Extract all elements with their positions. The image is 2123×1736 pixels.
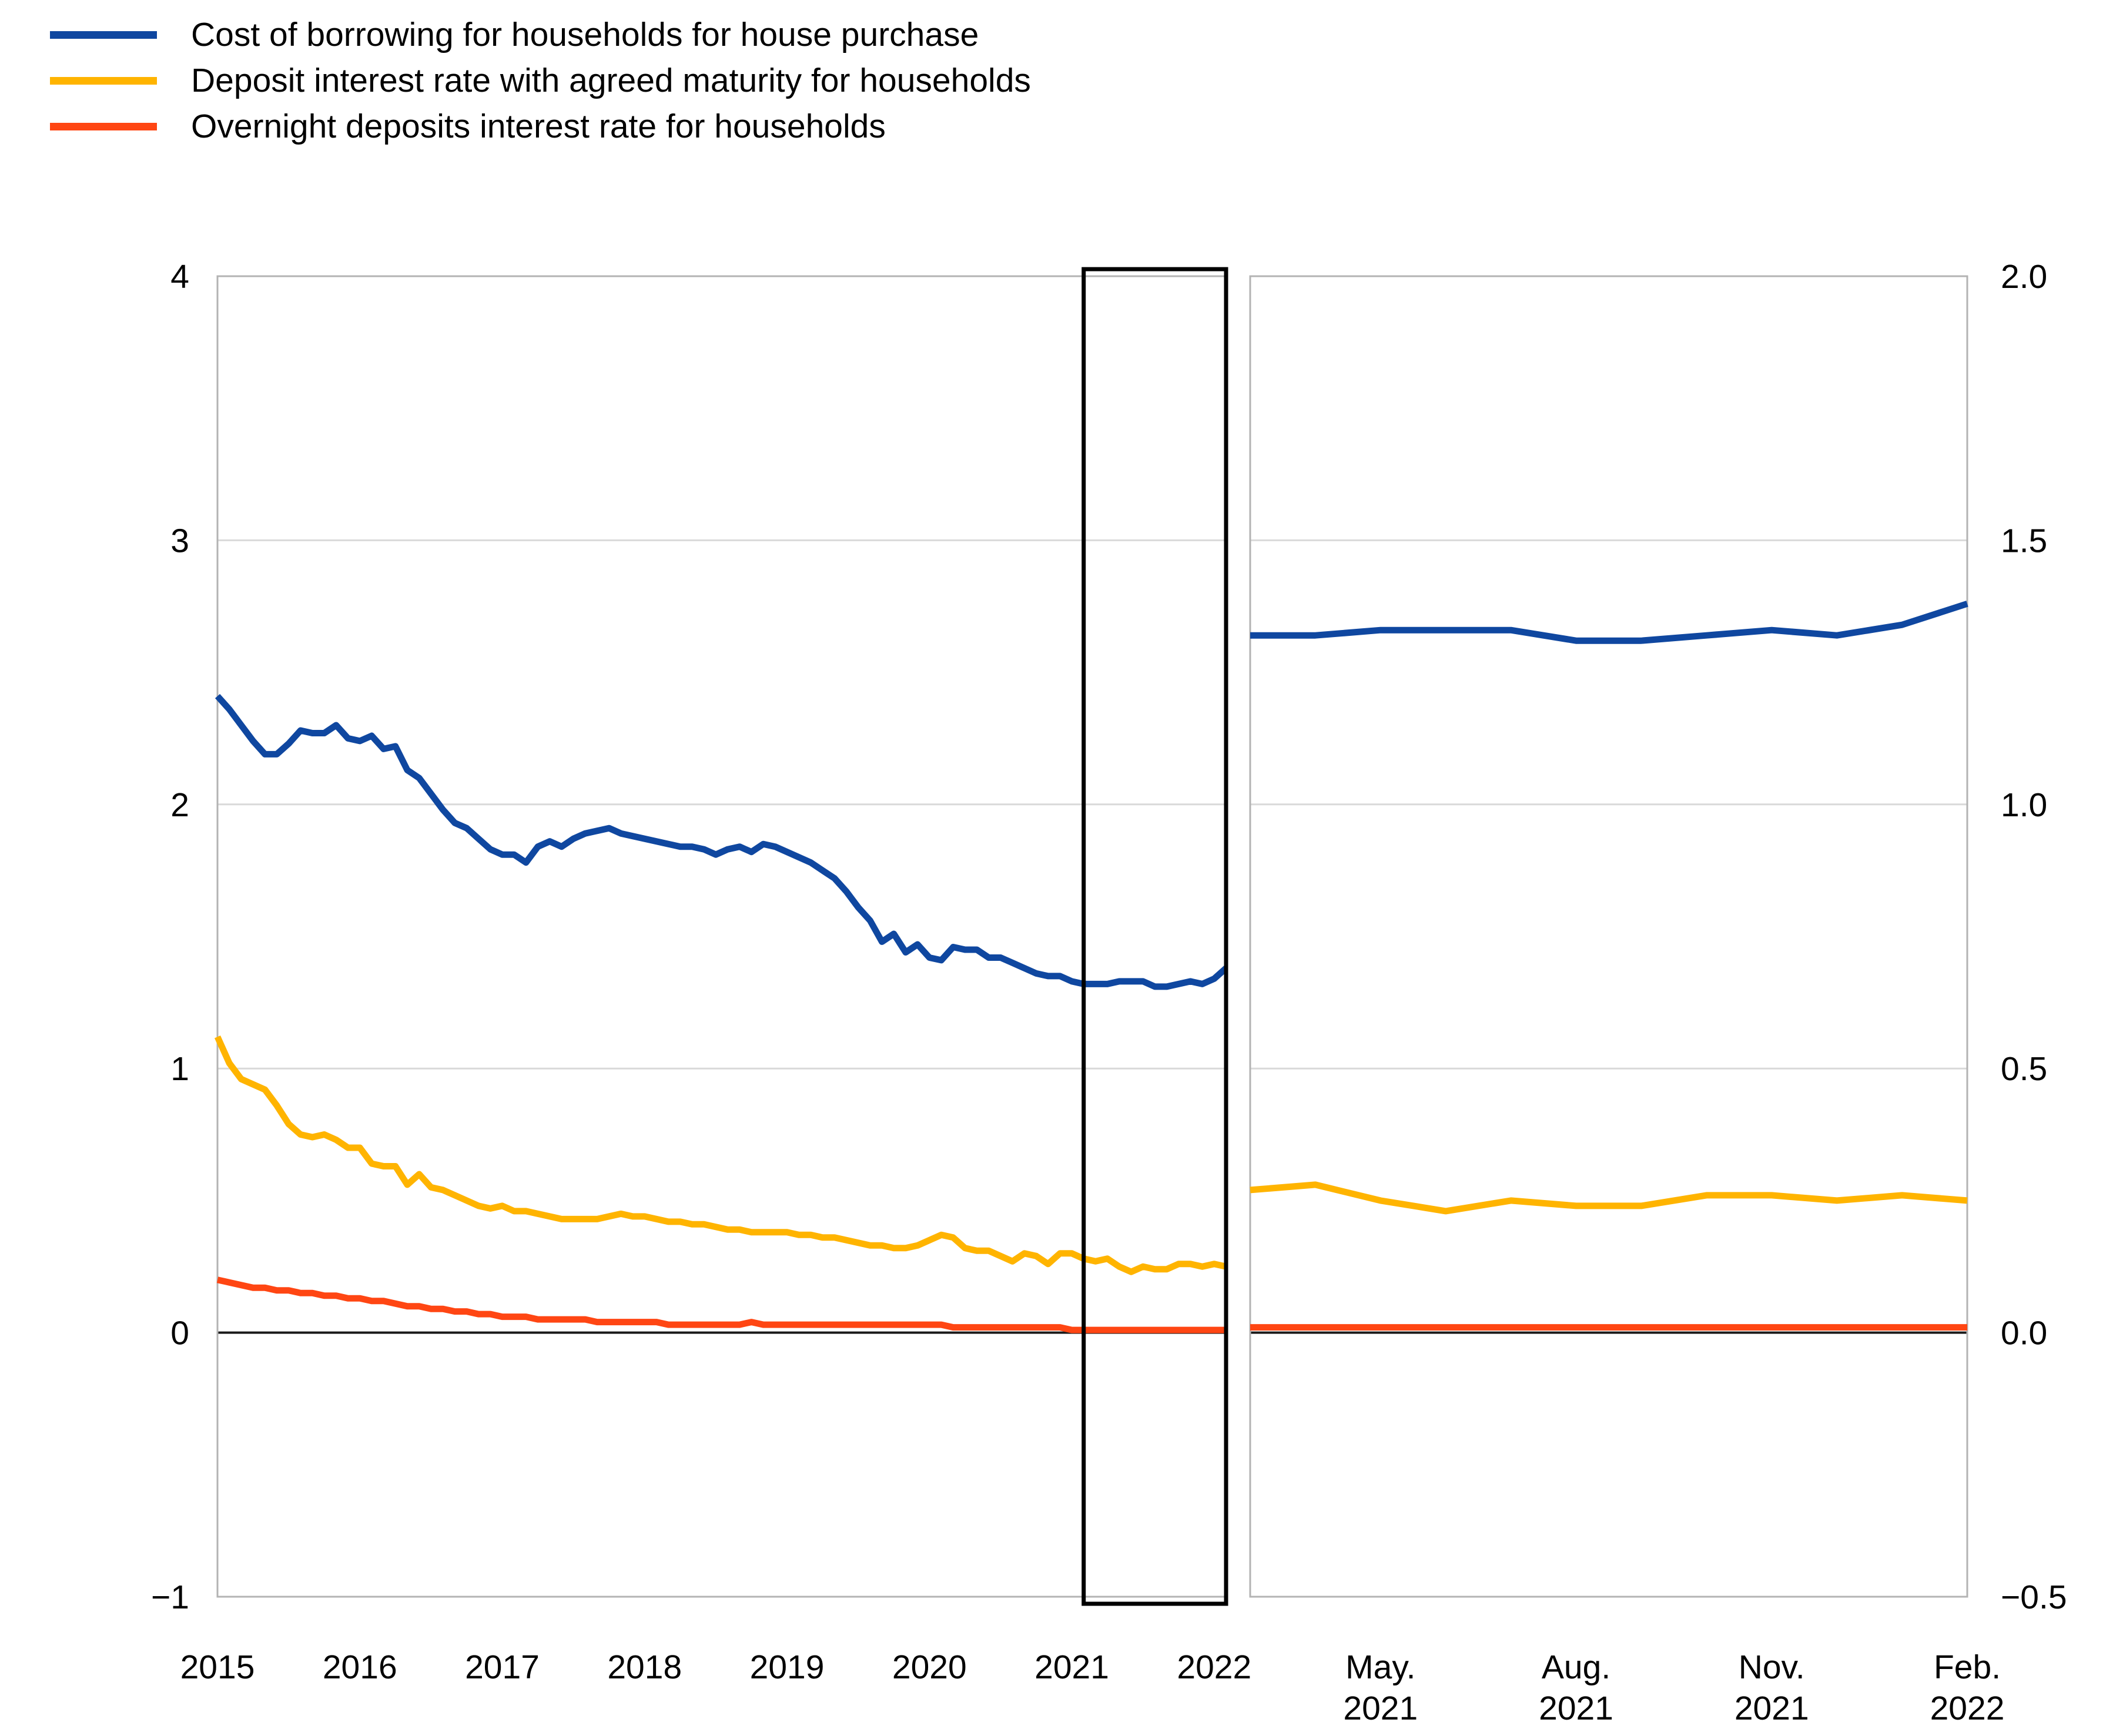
left-panel-frame (216, 275, 1227, 1598)
x-tick-label: 2019 (750, 1648, 825, 1686)
legend-item-overnight-deposits: Overnight deposits interest rate for hou… (50, 107, 1031, 146)
x-tick-label-line2: 2021 (1734, 1690, 1809, 1727)
y-tick-label: 3 (170, 522, 189, 559)
y-tick-label: 2.0 (2001, 258, 2047, 296)
x-tick-label-line1: May. (1345, 1648, 1415, 1686)
series-line-cost-of-borrowing-for-households-for-house-purchase (215, 693, 1228, 990)
legend-label: Deposit interest rate with agreed maturi… (191, 62, 1031, 99)
legend-label: Overnight deposits interest rate for hou… (191, 108, 886, 145)
series-line-deposit-interest-rate-with-agreed-maturity-for-households (214, 1035, 1227, 1275)
y-tick-label: 1 (170, 1050, 189, 1088)
y-tick-label: 0 (170, 1315, 189, 1352)
y-tick-label: 4 (170, 258, 189, 296)
x-tick-label: 2022 (1177, 1648, 1251, 1686)
y-tick-label: 0.5 (2001, 1050, 2047, 1088)
left-panel: 4 3 2 1 0 −1 2015 2016 2017 2018 2019 2020 2021 2022 (151, 258, 1251, 1686)
x-tick-label-line1: Aug. (1542, 1648, 1610, 1686)
x-tick-label-line1: Feb. (1934, 1648, 2001, 1686)
right-panel: 2.0 1.5 1.0 0.5 0.0 −0.5 May. 2021 Aug. 2021 Nov. 2… (1249, 258, 2067, 1727)
y-tick-label: 0.0 (2001, 1315, 2047, 1352)
x-tick-label: 2018 (607, 1648, 682, 1686)
x-tick-label-line1: Nov. (1739, 1648, 1805, 1686)
legend: Cost of borrowing for households for hou… (50, 15, 1031, 146)
x-tick-label-line2: 2022 (1930, 1690, 2005, 1727)
legend-item-cost-of-borrowing: Cost of borrowing for households for hou… (50, 15, 1031, 54)
x-tick-label: 2017 (465, 1648, 540, 1686)
x-tick-label-line2: 2021 (1539, 1690, 1613, 1727)
x-tick-label: 2021 (1034, 1648, 1109, 1686)
x-tick-label: 2015 (180, 1648, 255, 1686)
series-line-cost-of-borrowing-for-households-for-house-purchase (1250, 601, 1968, 644)
y-tick-label: 1.0 (2001, 786, 2047, 824)
y-tick-label: −0.5 (2001, 1579, 2067, 1616)
highlight-box (1081, 267, 1228, 1606)
legend-item-deposit-agreed-maturity: Deposit interest rate with agreed maturi… (50, 61, 1031, 100)
series-line-deposit-interest-rate-with-agreed-maturity-for-households (1250, 1181, 1968, 1215)
y-tick-label: −1 (151, 1579, 189, 1616)
y-tick-label: 1.5 (2001, 522, 2047, 559)
legend-line-swatch-red (50, 122, 157, 130)
x-tick-label-line2: 2021 (1343, 1690, 1418, 1727)
series-line-overnight-deposits-interest-rate-for-households (216, 1276, 1226, 1333)
x-tick-label: 2016 (323, 1648, 397, 1686)
y-tick-label: 2 (170, 786, 189, 824)
legend-line-swatch-blue (50, 31, 157, 39)
legend-label: Cost of borrowing for households for hou… (191, 16, 979, 53)
legend-line-swatch-yellow (50, 76, 157, 85)
right-panel-frame (1249, 275, 1968, 1598)
x-tick-label: 2020 (892, 1648, 967, 1686)
